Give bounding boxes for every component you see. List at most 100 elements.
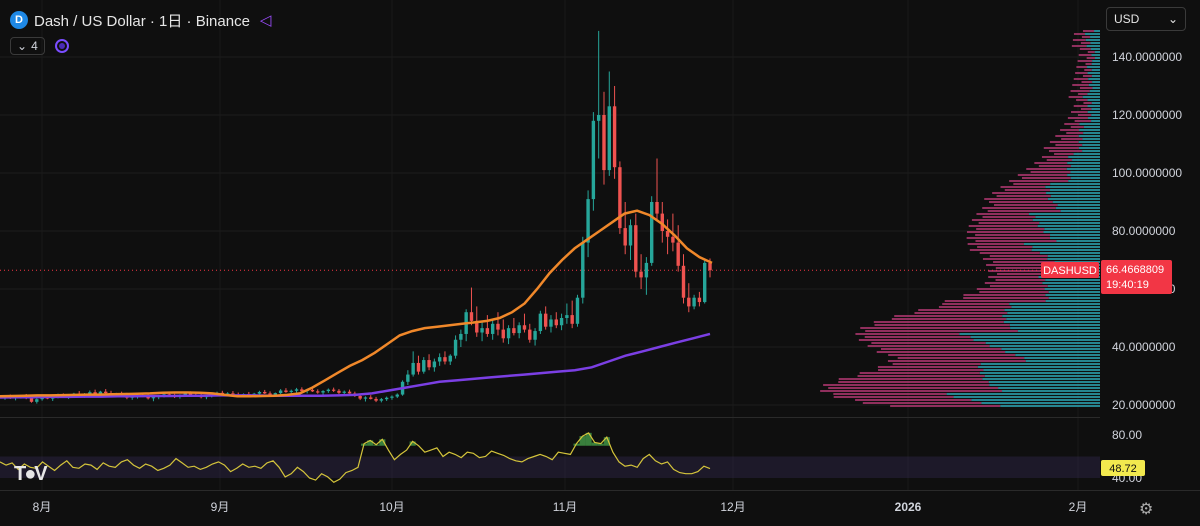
last-price-tag: [1101, 260, 1172, 294]
rsi-line: [0, 432, 711, 484]
volume-profile-bar: [1000, 186, 1046, 188]
volume-profile-bar: [995, 267, 1061, 269]
time-tick-label: 12月: [720, 500, 745, 514]
volume-profile-bar: [1087, 111, 1100, 113]
volume-profile-bar: [1034, 162, 1068, 164]
volume-profile-bar: [959, 333, 1100, 335]
volume-profile-bar: [988, 381, 1100, 383]
candle-body: [225, 393, 230, 395]
volume-profile-bar: [953, 396, 1100, 398]
last-price-value: 66.4668809: [1106, 264, 1164, 276]
rsi-overbought-area: [409, 441, 416, 446]
candle-body: [623, 228, 627, 246]
volume-profile-bar: [1085, 33, 1100, 35]
volume-profile-bar: [1047, 198, 1100, 200]
volume-profile-bar: [1017, 174, 1068, 176]
volume-profile-bar: [1084, 69, 1092, 71]
volume-profile-bar: [1005, 351, 1100, 353]
volume-profile-bar: [1047, 285, 1100, 287]
candle-body: [676, 242, 680, 266]
price-tick-label: 140.0000000: [1112, 50, 1182, 64]
volume-profile-bar: [1039, 222, 1100, 224]
candle-body: [581, 242, 585, 298]
candle-body: [692, 297, 696, 307]
tradingview-logo-icon[interactable]: T●V: [14, 463, 48, 485]
gear-icon[interactable]: ⚙: [1139, 501, 1154, 518]
symbol-title[interactable]: Dash / US Dollar · 1日 · Binance: [34, 12, 250, 30]
volume-profile-bar: [874, 324, 1010, 326]
volume-profile-bar: [1094, 57, 1100, 59]
volume-profile-bar: [1003, 321, 1100, 323]
volume-profile-bar: [976, 228, 1045, 230]
candle-body: [183, 393, 187, 396]
volume-profile-bar: [1088, 78, 1100, 80]
volume-profile-bar: [1049, 141, 1079, 143]
volume-profile-bar: [998, 387, 1100, 389]
volume-profile-bar: [833, 393, 947, 395]
volume-profile-bar: [978, 222, 1040, 224]
rsi-band: [0, 456, 1100, 478]
candle-body: [443, 357, 447, 362]
volume-profile-bar: [1043, 231, 1100, 233]
volume-profile-bar: [1068, 156, 1100, 158]
candle-body: [416, 362, 421, 372]
candle-body: [543, 313, 548, 327]
volume-profile-bar: [1072, 84, 1089, 86]
volume-profile-bar: [1077, 60, 1093, 62]
volume-profile-bar: [1025, 360, 1100, 362]
symbol-tag: [1041, 262, 1099, 278]
volume-profile-bar: [1091, 114, 1100, 116]
candle-body: [278, 390, 283, 394]
volume-profile-bar: [876, 351, 1006, 353]
volume-profile-bar: [1081, 81, 1093, 83]
price-axis[interactable]: 140.0000000 120.0000000 100.0000000 80.0000…: [1100, 0, 1200, 490]
compare-icon[interactable]: ◁: [259, 12, 272, 29]
volume-profile-bar: [1061, 138, 1083, 140]
candle-body: [496, 323, 500, 330]
volume-profile-bar: [1032, 219, 1100, 221]
volume-profile-bar: [1006, 318, 1100, 320]
loading-status-icon: [54, 39, 69, 53]
time-tick-label: 2月: [1069, 500, 1088, 514]
rsi-overbought-area: [597, 443, 604, 446]
candle-body: [263, 391, 267, 394]
candle-body: [448, 355, 452, 362]
volume-profile-bar: [988, 270, 1061, 272]
volume-profile-bar: [1087, 117, 1100, 119]
volume-profile-bar: [1079, 48, 1091, 50]
candle-body: [231, 393, 235, 395]
volume-profile-bar: [1088, 84, 1100, 86]
ma-long-line: [0, 332, 711, 399]
candlestick-series[interactable]: [3, 30, 712, 404]
candle-body: [347, 391, 352, 394]
candle-body: [697, 297, 702, 303]
volume-profile-bar: [1070, 165, 1100, 167]
currency-select[interactable]: USD ⌄: [1106, 7, 1186, 31]
volume-profile-bar: [1055, 207, 1100, 209]
rsi-overbought-area: [591, 442, 598, 446]
candle-body: [708, 262, 712, 271]
rsi-overbought-area: [585, 432, 592, 446]
volume-profile-bar: [1081, 36, 1091, 38]
volume-profile-bar: [1021, 177, 1071, 179]
candle-body: [607, 106, 611, 171]
volume-profile-bar: [989, 285, 1048, 287]
candle-body: [35, 399, 39, 402]
candle-body: [612, 106, 617, 168]
indicator-toggle-button[interactable]: ⌄ 4: [10, 37, 45, 55]
volume-profile-bar: [1083, 126, 1100, 128]
volume-profile-bar: [1067, 117, 1088, 119]
volume-profile-bar: [1037, 225, 1100, 227]
volume-profile-bar: [1078, 93, 1088, 95]
candle-body: [565, 315, 569, 318]
candle-body: [321, 391, 325, 393]
volume-profile-bar: [1073, 33, 1086, 35]
time-tick-label: 11月: [553, 500, 577, 514]
volume-profile-bar: [1086, 57, 1095, 59]
volume-profile-bar: [982, 216, 1036, 218]
candle-body: [485, 328, 490, 334]
time-axis[interactable]: 8月 9月 10月 11月 12月 2026 2月: [0, 490, 1200, 515]
volume-profile-bar: [871, 342, 986, 344]
candle-body: [411, 362, 415, 375]
